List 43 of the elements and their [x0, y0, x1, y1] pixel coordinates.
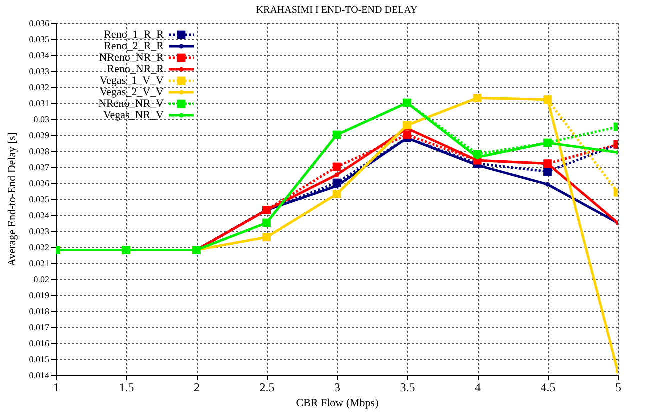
y-tick-label: 0.031: [29, 98, 50, 108]
x-tick-label: 1.5: [119, 380, 134, 394]
y-tick-label: 0.019: [29, 290, 50, 300]
y-tick-label: 0.014: [29, 370, 50, 380]
x-tick-label: 4: [475, 380, 481, 394]
legend-label: NReno_NR_R: [99, 52, 165, 64]
y-axis-title: Average End-to-End Delay [s]: [6, 132, 18, 266]
y-tick-label: 0.022: [29, 242, 50, 252]
x-tick-label: 3: [334, 380, 340, 394]
y-tick-label: 0.032: [29, 82, 50, 92]
y-tick-label: 0.021: [29, 258, 50, 268]
legend-label: Vegas_NR_V: [104, 110, 164, 122]
y-tick-label: 0.018: [29, 306, 50, 316]
y-tick-label: 0.035: [29, 34, 50, 44]
y-tick-label: 0.028: [29, 146, 50, 156]
y-tick-label: 0.024: [29, 210, 50, 220]
y-tick-label: 0.026: [29, 178, 50, 188]
x-tick-label: 5: [616, 380, 622, 394]
y-tick-label: 0.034: [29, 50, 50, 60]
y-tick-label: 0.017: [29, 322, 50, 332]
y-tick-label: 0.029: [29, 130, 50, 140]
y-tick-label: 0.023: [29, 226, 50, 236]
y-tick-label: 0.015: [29, 354, 50, 364]
y-tick-label: 0.02: [34, 274, 50, 284]
x-axis-title: CBR Flow (Mbps): [296, 398, 380, 410]
legend-label: Reno_NR_R: [107, 64, 165, 76]
chart-title: KRAHASIMI I END-TO-END DELAY: [256, 5, 418, 16]
y-tick-label: 0.03: [34, 114, 50, 124]
y-tick-label: 0.025: [29, 194, 50, 204]
x-tick-label: 2: [194, 380, 200, 394]
x-tick-label: 2.5: [260, 380, 275, 394]
x-tick-label: 4.5: [540, 380, 556, 394]
legend-label: NReno_NR_V: [98, 98, 164, 110]
legend-label: Reno_2_R_R: [104, 40, 165, 52]
y-tick-label: 0.033: [29, 66, 50, 76]
legend-label: Reno_1_R_R: [104, 29, 165, 41]
legend-label: Vegas_2_V_V: [100, 86, 164, 98]
y-tick-label: 0.027: [29, 162, 50, 172]
legend-label: Vegas_1_V_V: [100, 75, 164, 87]
x-tick-label: 1: [54, 380, 60, 394]
y-tick-label: 0.036: [29, 18, 50, 28]
x-tick-label: 3.5: [400, 380, 416, 394]
y-tick-label: 0.016: [29, 338, 50, 348]
